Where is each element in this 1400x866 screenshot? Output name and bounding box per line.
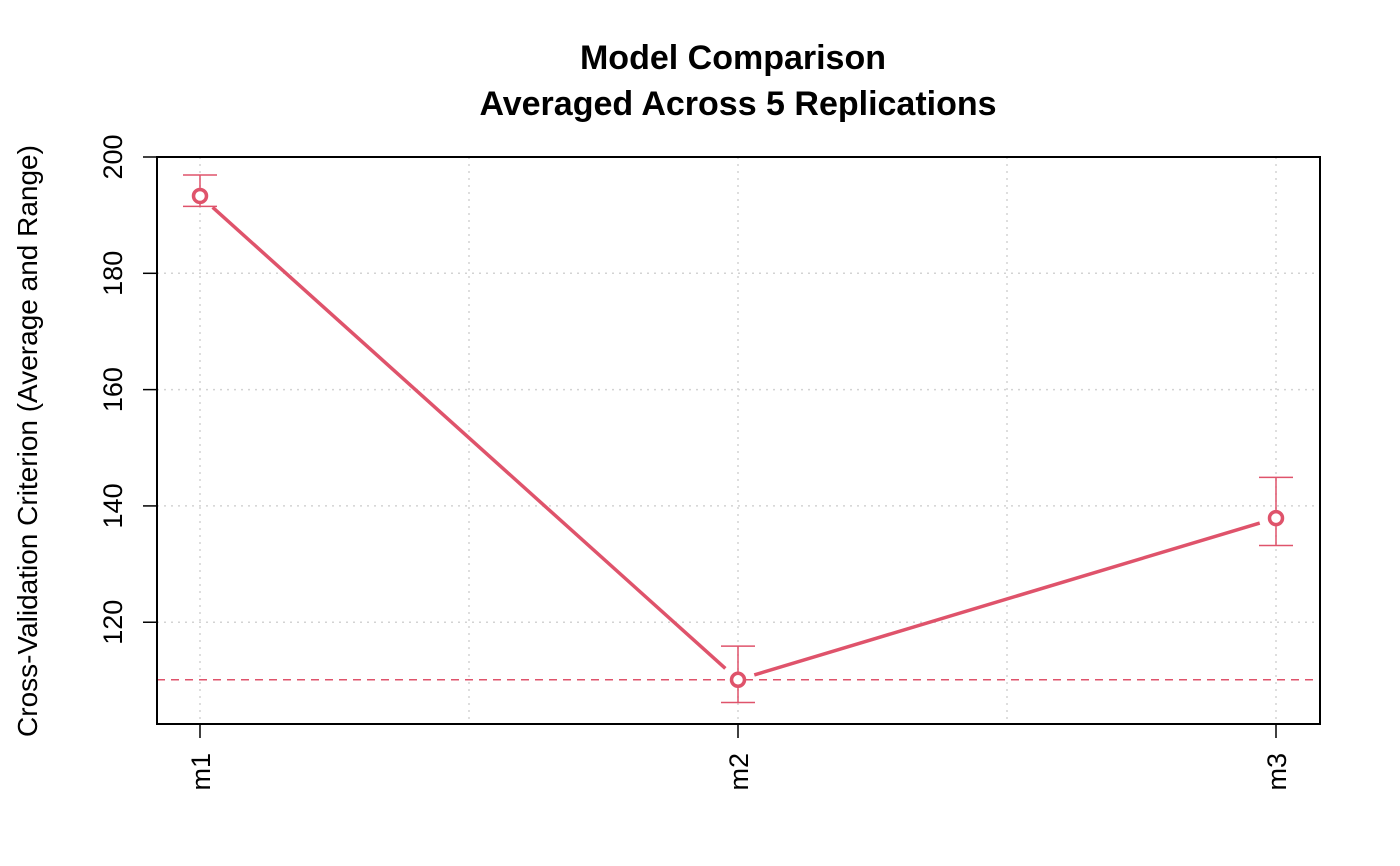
- chart-title-line2: Averaged Across 5 Replications: [479, 85, 996, 123]
- y-axis-label: Cross-Validation Criterion (Average and …: [12, 145, 43, 737]
- x-axis: m1 m2 m3: [186, 723, 1292, 791]
- y-tick-label: 180: [98, 251, 128, 296]
- data-point: [191, 187, 209, 205]
- y-tick-label: 140: [98, 483, 128, 528]
- series-line-segment: [211, 206, 727, 670]
- chart-title-line1: Model Comparison: [580, 39, 886, 77]
- x-tick-label: m2: [724, 753, 754, 791]
- x-tick-label: m1: [186, 753, 216, 791]
- y-tick-label: 200: [98, 134, 128, 179]
- y-tick-label: 160: [98, 367, 128, 412]
- grid: [157, 156, 1320, 724]
- data-point: [729, 671, 747, 689]
- x-tick-label: m3: [1262, 753, 1292, 791]
- series-line-segment: [753, 521, 1261, 677]
- series-group: [183, 174, 1293, 704]
- y-axis: 120 140 160 180 200: [98, 134, 158, 645]
- y-tick-label: 120: [98, 600, 128, 645]
- data-point: [1267, 509, 1285, 527]
